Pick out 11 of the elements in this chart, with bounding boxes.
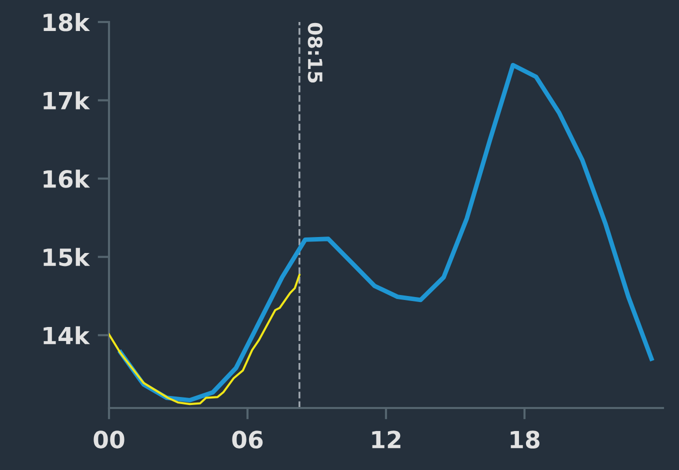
x-tick-label: 18 <box>510 430 540 448</box>
x-tick-label: 12 <box>372 430 400 448</box>
y-tick-label: 14k <box>44 326 90 344</box>
y-tick-label: 16k <box>44 170 90 188</box>
x-tick-label: 06 <box>232 430 263 448</box>
ref-line-label: 08:15 <box>308 22 323 83</box>
line-series <box>109 274 300 406</box>
x-tick-label: 00 <box>94 430 124 448</box>
y-tick-label: 15k <box>44 248 90 266</box>
y-tick-label: 17k <box>44 91 90 110</box>
y-tick-label: 18k <box>44 13 90 32</box>
